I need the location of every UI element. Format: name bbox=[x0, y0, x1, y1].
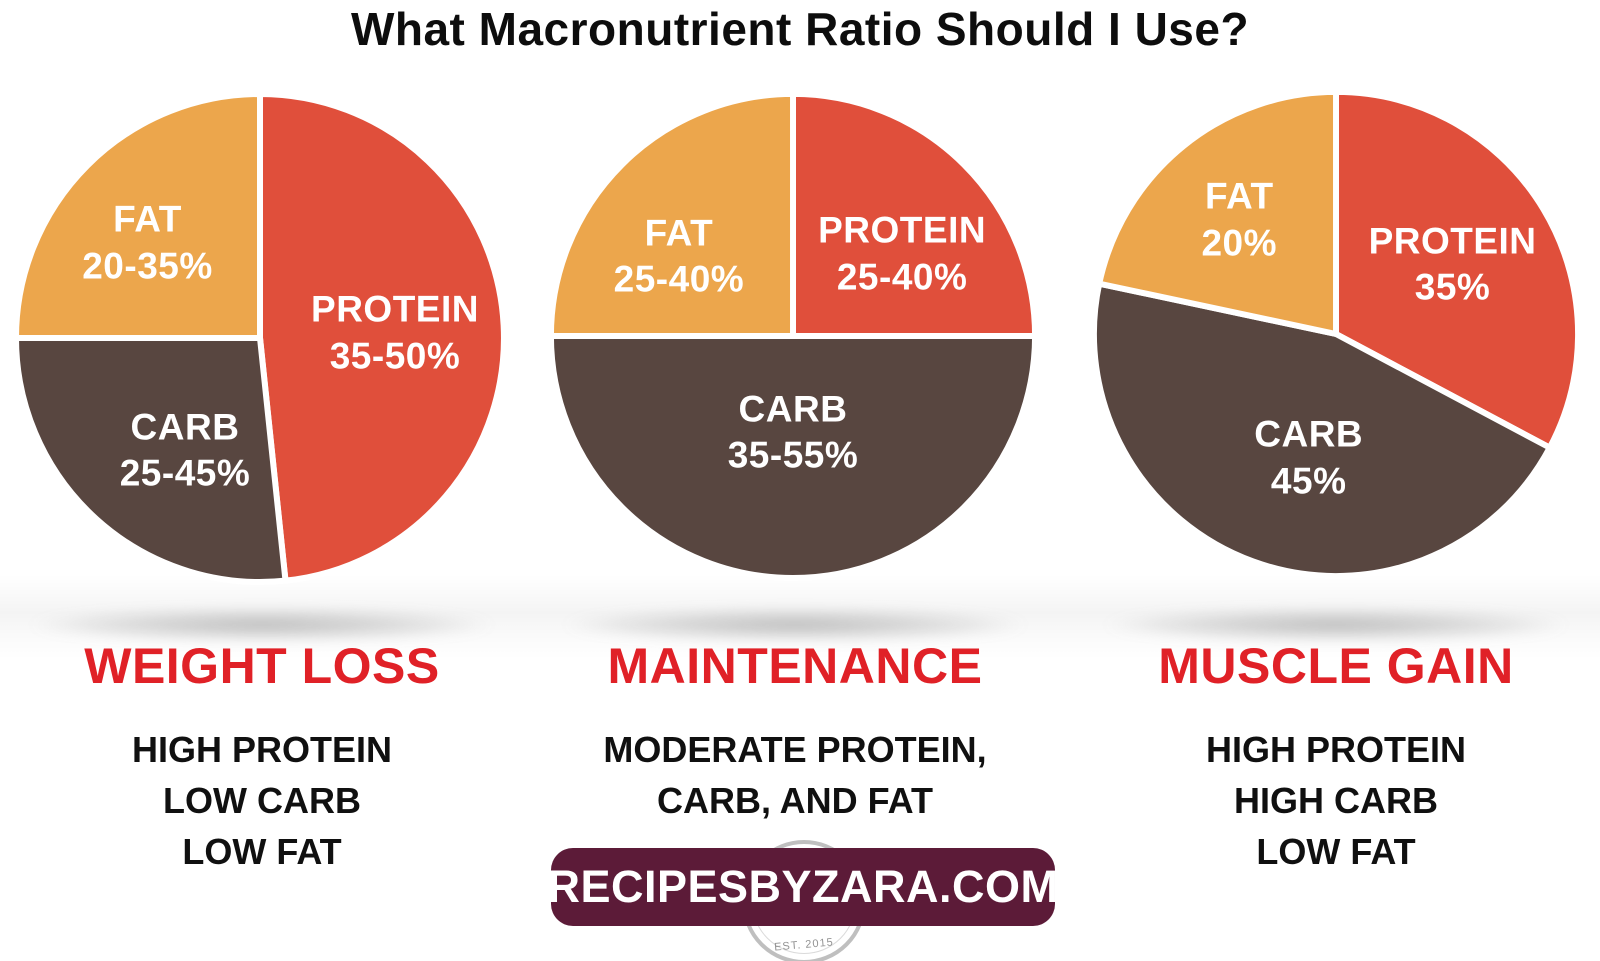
pie-chart-maintenance: PROTEIN 25-40% CARB 35-55% FAT 25-40% bbox=[545, 88, 1041, 584]
pie-shadow-maintenance bbox=[495, 604, 1095, 646]
desc-line: LOW FAT bbox=[1256, 831, 1416, 872]
slice-label-carb: CARB 45% bbox=[1254, 413, 1364, 501]
site-badge-text: RECIPESBYZARA.COM bbox=[547, 861, 1059, 912]
goal-heading-muscle-gain: MUSCLE GAIN bbox=[1158, 638, 1514, 694]
goal-description-weight-loss: HIGH PROTEIN LOW CARB LOW FAT bbox=[12, 724, 512, 877]
pie-slice-carb bbox=[13, 335, 289, 585]
desc-line: HIGH PROTEIN bbox=[1205, 729, 1466, 770]
site-badge: RECIPESBYZARA.COM bbox=[547, 848, 1058, 926]
pie-shadow-weight-loss bbox=[0, 604, 562, 646]
slice-label-carb: CARB 35-55% bbox=[727, 388, 859, 476]
slice-label-protein: PROTEIN 35% bbox=[1368, 219, 1537, 308]
desc-line: LOW CARB bbox=[163, 780, 361, 821]
pie-chart-weight-loss: PROTEIN 35-50% CARB 25-45% FAT 20-35% bbox=[10, 88, 510, 588]
ground-shadow-band bbox=[0, 574, 1600, 660]
slice-label-protein: PROTEIN 35-50% bbox=[311, 288, 479, 376]
column-maintenance: MAINTENANCE MODERATE PROTEIN, CARB, AND … bbox=[545, 638, 1045, 826]
pie-slice-carb bbox=[547, 333, 1039, 581]
pie-slice-carb bbox=[1090, 280, 1553, 579]
pie-slice-protein bbox=[257, 91, 507, 584]
page-title: What Macronutrient Ratio Should I Use? bbox=[350, 3, 1250, 55]
pie-slice-fat bbox=[13, 91, 263, 341]
desc-line: LOW FAT bbox=[182, 831, 342, 872]
column-muscle-gain: MUSCLE GAIN HIGH PROTEIN HIGH CARB LOW F… bbox=[1086, 638, 1586, 877]
slice-label-fat: FAT 25-40% bbox=[613, 212, 745, 300]
pie-chart-muscle-gain: PROTEIN 35% CARB 45% FAT 20% bbox=[1088, 86, 1584, 582]
slice-label-fat: FAT 20-35% bbox=[82, 198, 213, 286]
goal-description-muscle-gain: HIGH PROTEIN HIGH CARB LOW FAT bbox=[1086, 724, 1586, 877]
desc-line: MODERATE PROTEIN, bbox=[603, 729, 987, 770]
desc-line: HIGH PROTEIN bbox=[131, 729, 392, 770]
slice-label-fat: FAT 20% bbox=[1201, 175, 1278, 263]
slice-label-carb: CARB 25-45% bbox=[119, 405, 251, 494]
goal-description-maintenance: MODERATE PROTEIN, CARB, AND FAT bbox=[545, 724, 1045, 826]
goal-heading-maintenance: MAINTENANCE bbox=[607, 638, 983, 694]
desc-line: CARB, AND FAT bbox=[657, 780, 933, 821]
pie-slice-protein bbox=[1333, 88, 1582, 451]
pie-shadow-muscle-gain bbox=[1036, 604, 1600, 646]
goal-heading-weight-loss: WEIGHT LOSS bbox=[84, 638, 440, 694]
column-weight-loss: WEIGHT LOSS HIGH PROTEIN LOW CARB LOW FA… bbox=[12, 638, 512, 877]
desc-line: HIGH CARB bbox=[1234, 780, 1438, 821]
slice-label-protein: PROTEIN 25-40% bbox=[818, 209, 987, 298]
pie-slice-fat bbox=[1096, 88, 1339, 337]
pie-slice-fat bbox=[547, 90, 796, 339]
pie-slice-protein bbox=[790, 90, 1039, 339]
